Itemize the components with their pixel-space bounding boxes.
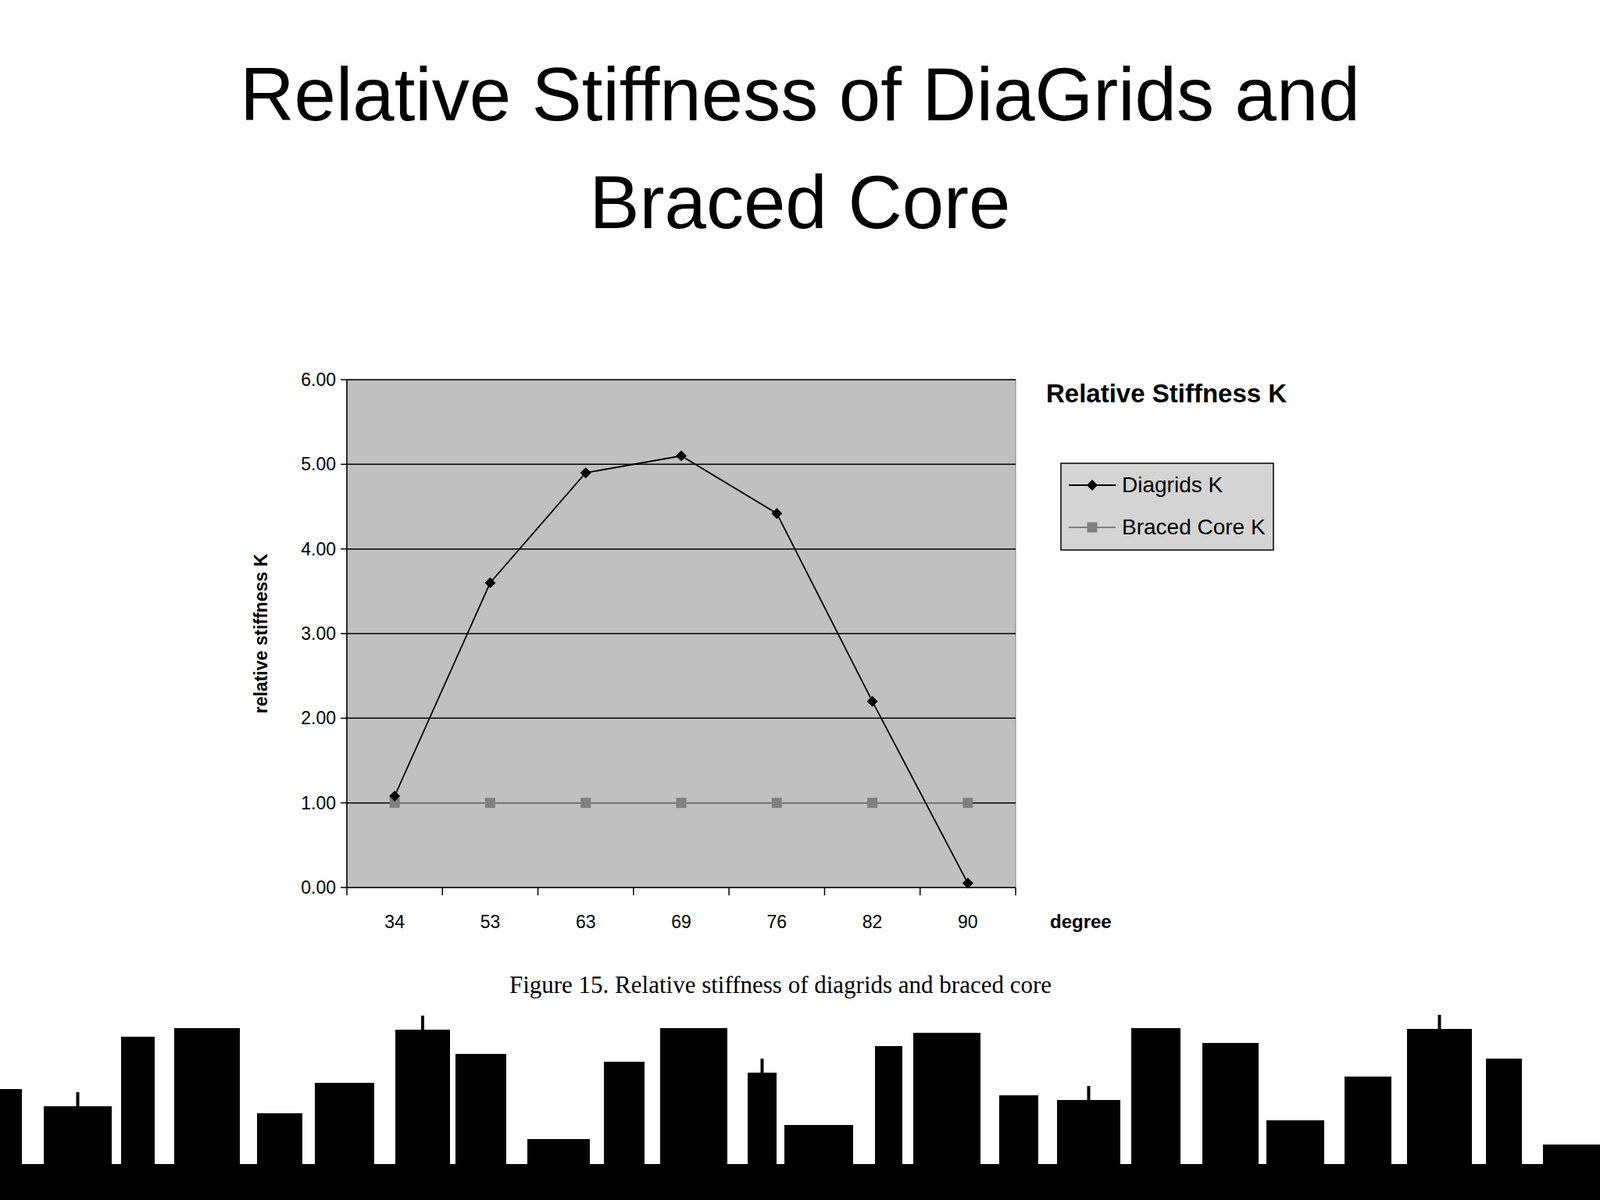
skyline-antenna <box>76 1092 80 1107</box>
skyline-building <box>1057 1100 1121 1200</box>
skyline-building <box>527 1139 590 1200</box>
skyline <box>0 1014 1600 1200</box>
x-tick-label: 76 <box>766 911 787 933</box>
skyline-building <box>174 1028 240 1200</box>
x-tick <box>537 887 540 896</box>
x-tick-label: 69 <box>671 911 692 933</box>
y-tick-label: 3.00 <box>300 623 336 644</box>
data-group <box>389 450 974 890</box>
series-marker <box>771 797 783 808</box>
series-marker <box>771 507 783 519</box>
skyline-building <box>0 1089 22 1200</box>
y-tick-label: 0.00 <box>300 877 336 898</box>
series-marker <box>867 797 878 808</box>
y-tick <box>340 717 347 720</box>
grid-line <box>346 464 1016 466</box>
y-tick-label: 5.00 <box>300 453 336 475</box>
skyline-building <box>314 1082 375 1200</box>
series-marker <box>962 797 973 808</box>
x-tick-label: 34 <box>384 911 405 933</box>
skyline-building <box>1485 1058 1522 1200</box>
x-tick <box>346 887 348 896</box>
y-axis-title: relative stiffness K <box>250 553 272 714</box>
x-tick-label: 63 <box>575 911 597 933</box>
skyline-building <box>1266 1120 1325 1200</box>
skyline-building <box>395 1029 450 1200</box>
skyline-building <box>1344 1076 1392 1200</box>
y-tick-label: 4.00 <box>300 539 336 560</box>
y-tick <box>340 548 347 550</box>
series-marker <box>389 790 400 802</box>
legend-label: Diagrids K <box>1121 472 1223 497</box>
legend-box <box>1060 463 1274 550</box>
skyline-antenna <box>1087 1085 1091 1100</box>
y-tick <box>340 802 347 804</box>
y-tick <box>340 886 347 889</box>
x-axis <box>346 886 1016 889</box>
skyline-antenna <box>760 1058 765 1073</box>
skyline-building <box>121 1036 155 1200</box>
skyline-building <box>1202 1042 1259 1200</box>
caption: Figure 15. Relative stiffness of diagrid… <box>509 971 1052 999</box>
series-marker <box>676 797 687 808</box>
x-tick <box>632 887 635 896</box>
skyline-building <box>455 1053 507 1200</box>
skyline-building <box>999 1095 1039 1200</box>
skyline-building <box>913 1032 981 1200</box>
x-tick-label: 90 <box>957 911 979 933</box>
y-tick <box>340 464 347 466</box>
skyline-building <box>660 1028 728 1200</box>
grid-line <box>346 632 1016 635</box>
skyline-building <box>1542 1144 1600 1200</box>
series-marker <box>485 797 496 808</box>
series-marker <box>962 878 974 890</box>
skyline-building <box>43 1106 112 1200</box>
skyline-building <box>1131 1028 1181 1200</box>
legend-marker <box>1086 479 1098 491</box>
series-marker <box>580 467 592 479</box>
plot-area <box>346 379 1016 888</box>
chart: 0.00 1.00 2.00 3.00 4.00 5.00 6.00 34 53 63 69 76 82… <box>0 0 1600 1200</box>
x-tick <box>1014 887 1017 896</box>
x-axis-title: degree <box>1050 910 1112 933</box>
grid-line <box>346 378 1016 381</box>
y-tick <box>340 632 347 635</box>
skyline-building <box>1407 1028 1472 1200</box>
skyline-antenna <box>421 1015 425 1030</box>
x-tick <box>442 887 444 896</box>
grid-line <box>346 717 1016 720</box>
series-marker <box>867 696 879 708</box>
x-tick-label: 53 <box>480 911 501 933</box>
legend-marker <box>1087 522 1098 533</box>
legend: Diagrids K Braced Core K <box>1060 463 1274 550</box>
y-tick <box>340 378 347 381</box>
x-tick <box>919 887 922 896</box>
x-tick-label: 82 <box>862 911 883 933</box>
chart-title: Relative Stiffness K <box>1046 378 1287 408</box>
legend-label: Braced Core K <box>1121 514 1266 540</box>
series-marker <box>580 797 591 808</box>
y-tick-label: 2.00 <box>300 707 336 729</box>
skyline-building <box>784 1125 854 1200</box>
series-marker <box>675 450 687 462</box>
skyline-building <box>747 1072 777 1200</box>
series-line <box>394 456 968 884</box>
x-tick <box>728 887 730 896</box>
skyline-antenna <box>1438 1014 1442 1029</box>
skyline-building <box>875 1046 903 1200</box>
x-tick <box>824 887 826 896</box>
slide-title: Relative Stiffness of DiaGrids and Brace… <box>175 40 1425 257</box>
grid-line <box>346 548 1016 550</box>
y-tick-label: 1.00 <box>300 792 336 814</box>
y-tick-label: 6.00 <box>300 369 336 390</box>
skyline-building <box>257 1113 303 1200</box>
series-marker <box>484 577 496 589</box>
y-axis <box>346 379 348 888</box>
skyline-building <box>603 1061 645 1200</box>
